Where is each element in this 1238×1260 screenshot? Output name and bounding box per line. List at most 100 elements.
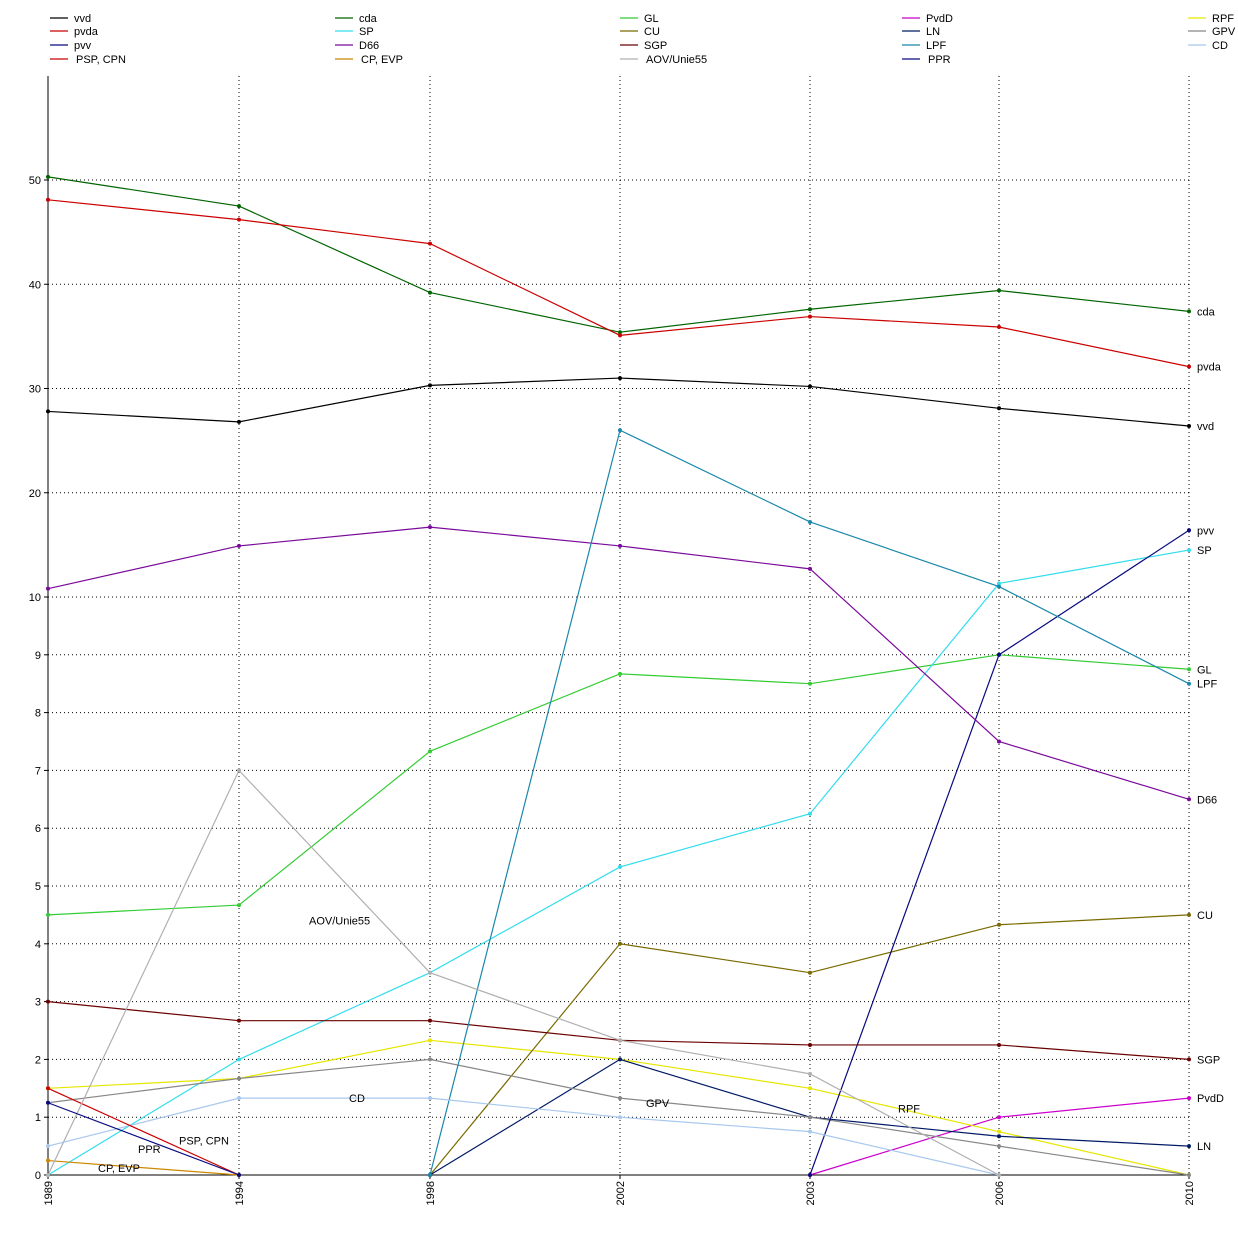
end-label-pvdd: PvdD: [1197, 1093, 1224, 1105]
data-point-gl-2002: [618, 671, 622, 676]
y-tick-label-3: 3: [35, 997, 41, 1009]
inline-label-rpf: RPF: [898, 1104, 920, 1116]
legend-label: PSP, CPN: [76, 54, 126, 66]
data-point-gpv-1998: [428, 1057, 432, 1062]
x-tick-label-2010: 2010: [1184, 1181, 1196, 1205]
end-label-sp: SP: [1197, 545, 1212, 557]
series-lines: [46, 174, 1191, 1177]
inline-label-aov-unie55: AOV/Unie55: [309, 916, 370, 928]
legend-entry-cd: CD: [1188, 40, 1228, 52]
legend-label: PPR: [928, 54, 951, 66]
y-tick-label-50: 50: [29, 175, 41, 187]
series-labels: vvd cda GL PvdD RPF pvda SP CU LN GPV pvv D66 SGP LPF…: [98, 306, 1224, 1175]
data-point-rpf-2006: [997, 1129, 1001, 1134]
y-tick-label-20: 20: [29, 488, 41, 500]
data-point-rpf-2003: [808, 1086, 812, 1091]
legend: vvd cda GL PvdD RPF pvda SP CU LN GPV pvv D66 SGP LPF…: [50, 13, 1236, 66]
data-point-cda-2010: [1187, 309, 1191, 314]
data-point-pvv-2003: [808, 1173, 812, 1177]
legend-entry-vvd: vvd: [50, 13, 91, 25]
y-tick-label-10: 10: [29, 592, 41, 604]
legend-entry-rpf: RPF: [1188, 13, 1234, 25]
data-point-aov-unie55-1989: [46, 1173, 50, 1177]
series-line-cp-evp: [47, 1159, 240, 1176]
legend-entry-pvv: pvv: [50, 40, 92, 52]
data-point-vvd-2010: [1187, 424, 1191, 429]
data-point-cd-2003: [808, 1129, 812, 1134]
y-tick-label-8: 8: [35, 708, 41, 720]
series-psp-cpn: [46, 1086, 241, 1177]
data-point-vvd-2002: [618, 376, 622, 381]
end-label-cda: cda: [1197, 306, 1216, 318]
series-gl: [46, 652, 1191, 917]
data-point-cd-1994: [237, 1096, 241, 1101]
data-point-cda-2003: [808, 307, 812, 312]
legend-label: GPV: [1212, 26, 1236, 38]
data-point-pvv-2006: [997, 652, 1001, 657]
series-aov-unie55: [46, 768, 1001, 1177]
data-point-sgp-2010: [1187, 1057, 1191, 1062]
data-point-cu-2010: [1187, 912, 1191, 917]
legend-entry-sp: SP: [335, 26, 374, 38]
data-point-cu-2006: [997, 922, 1001, 927]
legend-label: RPF: [1212, 13, 1234, 25]
series-d66: [46, 525, 1191, 802]
data-point-sp-2006: [997, 581, 1001, 586]
legend-entry-d66: D66: [335, 40, 379, 52]
data-point-d66-2002: [618, 543, 622, 548]
data-point-psp-cpn-1989: [46, 1086, 50, 1091]
data-point-gl-1998: [428, 749, 432, 754]
data-point-cda-1989: [46, 174, 50, 179]
data-point-ppr-1989: [46, 1100, 50, 1105]
data-point-pvdd-2006: [997, 1115, 1001, 1120]
grid: [48, 76, 1190, 1175]
data-point-pvda-2006: [997, 324, 1001, 329]
legend-entry-lpf: LPF: [902, 40, 946, 52]
series-line-ppr: [47, 1102, 240, 1176]
series-line-cd: [47, 1097, 1000, 1176]
data-point-vvd-1994: [237, 419, 241, 424]
data-point-sgp-1989: [46, 999, 50, 1004]
legend-label: LPF: [926, 40, 946, 52]
data-point-lpf-1998: [428, 1173, 432, 1177]
data-point-aov-unie55-1994: [237, 768, 241, 773]
data-point-sp-2010: [1187, 548, 1191, 553]
data-point-vvd-1998: [428, 383, 432, 388]
data-point-gpv-2002: [618, 1096, 622, 1101]
data-point-vvd-2003: [808, 384, 812, 389]
legend-label: pvv: [74, 40, 92, 52]
legend-entry-cp-evp: CP, EVP: [335, 54, 403, 66]
y-tick-label-7: 7: [35, 765, 41, 777]
legend-entry-cu: CU: [620, 26, 660, 38]
series-pvv: [808, 528, 1191, 1177]
legend-entry-ppr: PPR: [902, 54, 951, 66]
legend-label: CD: [1212, 40, 1228, 52]
legend-entry-cda: cda: [335, 13, 378, 25]
data-point-cp-evp-1989: [46, 1158, 50, 1163]
data-point-lpf-2010: [1187, 681, 1191, 686]
data-point-cda-1994: [237, 204, 241, 209]
series-ppr: [46, 1100, 241, 1177]
data-point-cd-1998: [428, 1096, 432, 1101]
legend-entry-pvda: pvda: [50, 26, 99, 38]
data-point-rpf-1998: [428, 1038, 432, 1043]
data-point-aov-unie55-1998: [428, 970, 432, 975]
inline-label-gpv: GPV: [646, 1098, 670, 1110]
legend-label: cda: [359, 13, 378, 25]
data-point-sgp-2003: [808, 1042, 812, 1047]
data-point-cda-2006: [997, 288, 1001, 293]
data-point-sp-2002: [618, 864, 622, 869]
end-label-vvd: vvd: [1197, 421, 1214, 433]
legend-label: D66: [359, 40, 379, 52]
legend-entry-gl: GL: [620, 13, 659, 25]
data-point-cda-1998: [428, 290, 432, 295]
legend-label: vvd: [74, 13, 91, 25]
data-point-d66-1994: [237, 543, 241, 548]
series-line-psp-cpn: [47, 1087, 240, 1176]
x-tick-label-1998: 1998: [425, 1181, 437, 1205]
data-point-aov-unie55-2002: [618, 1038, 622, 1043]
end-label-sgp: SGP: [1197, 1054, 1220, 1066]
data-point-ln-2006: [997, 1134, 1001, 1139]
y-tick-label-2: 2: [35, 1054, 41, 1066]
y-tick-label-30: 30: [29, 384, 41, 396]
